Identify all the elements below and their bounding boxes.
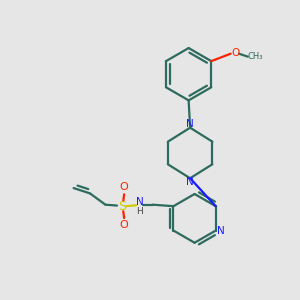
Text: N: N — [186, 119, 194, 129]
Text: O: O — [120, 182, 128, 192]
Text: N: N — [217, 226, 225, 236]
Text: N: N — [136, 197, 143, 207]
Text: O: O — [120, 220, 128, 230]
Text: CH₃: CH₃ — [248, 52, 263, 61]
Text: S: S — [118, 200, 126, 213]
Text: H: H — [136, 207, 143, 216]
Text: O: O — [231, 48, 239, 58]
Text: N: N — [186, 177, 194, 187]
